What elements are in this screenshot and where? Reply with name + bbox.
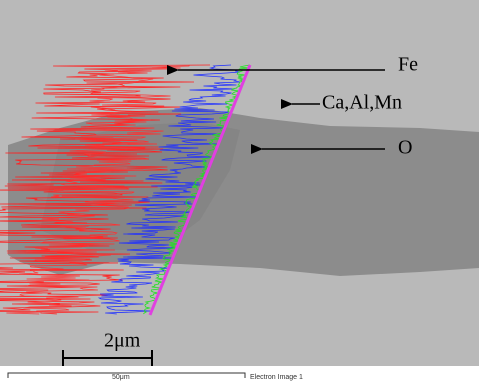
scan-trace: [143, 64, 250, 315]
scan-trace: [97, 64, 241, 315]
scale-bar: [62, 350, 153, 366]
footer-scale-bar: [7, 372, 246, 378]
label-o: O: [398, 137, 412, 159]
footer-scale: 50μm: [112, 374, 130, 381]
footer-image-name: Electron Image 1: [250, 374, 303, 381]
scale-bar-label: 2μm: [104, 330, 141, 352]
scan-trace: [6, 64, 190, 315]
label-ca-al-mn: Ca,Al,Mn: [322, 92, 402, 114]
line-scan: [0, 64, 250, 315]
scan-line: [148, 64, 252, 316]
label-fe: Fe: [398, 54, 418, 76]
